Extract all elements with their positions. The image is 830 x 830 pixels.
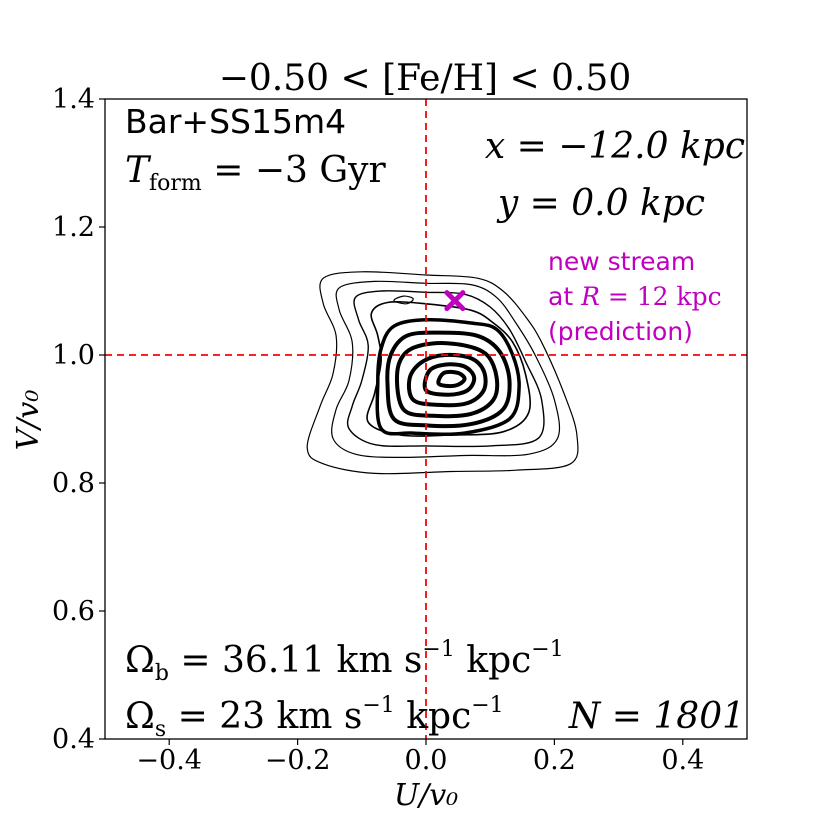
y-position-label: y = 0.0 kpc (496, 183, 705, 224)
y-tick-label: 1.0 (52, 340, 95, 371)
tform-label: Tform = −3 Gyr (125, 150, 386, 196)
omega-b-unit: kpc (455, 640, 531, 681)
omega-b-subscript: b (155, 661, 169, 686)
contour-level-10 (436, 369, 467, 389)
omega-s-subscript: s (155, 717, 166, 742)
sample-size-label: N = 1801 (568, 696, 745, 737)
contour-level-8 (406, 352, 488, 408)
y-tick-label: 1.2 (52, 212, 95, 243)
y-tick-label: 0.6 (52, 596, 95, 627)
stream-note-line1: new stream (548, 247, 695, 276)
contour-level-11 (393, 295, 414, 305)
x-position-label: x = −12.0 kpc (485, 126, 745, 167)
contour-level-5 (375, 317, 521, 437)
tform-subscript: form (149, 171, 202, 196)
x-tick-label: 0.0 (405, 745, 448, 776)
x-tick-label: 0.4 (661, 745, 704, 776)
x-tick-label: −0.2 (265, 745, 331, 776)
x-tick-label: −0.4 (136, 745, 202, 776)
stream-note-value: = 12 kpc (600, 282, 722, 311)
y-axis-ticks: 0.4 0.6 0.8 1.0 1.2 1.4 (52, 84, 105, 755)
contour-level-1 (306, 271, 579, 475)
x-axis-ticks: −0.4 −0.2 0.0 0.2 0.4 (136, 739, 704, 776)
omega-s-value: = 23 km s (166, 696, 362, 737)
omega-b-value: = 36.11 km s (169, 640, 422, 681)
contour-level-3 (346, 290, 545, 448)
marker-stroke-2 (444, 290, 466, 312)
stream-note-line2: at R = 12 kpc (548, 282, 722, 311)
y-tick-label: 0.4 (52, 724, 95, 755)
chart-title: −0.50 < [Fe/H] < 0.50 (219, 58, 632, 99)
omega-s-unit-exp: −1 (471, 693, 503, 718)
contour-level-9 (422, 362, 477, 397)
model-label: Bar+SS15m4 (125, 102, 346, 141)
contour-level-2 (331, 280, 561, 459)
omega-s-label: Ωs = 23 km s−1 kpc−1 (125, 693, 504, 742)
stream-note-prefix: at (548, 282, 581, 311)
y-tick-label: 0.8 (52, 468, 95, 499)
omega-b-label: Ωb = 36.11 km s−1 kpc−1 (125, 637, 564, 686)
omega-s-symbol: Ω (125, 696, 155, 737)
contour-level-7 (394, 341, 500, 419)
stream-marker (444, 290, 466, 312)
reference-lines (105, 99, 747, 739)
x-axis-label: U/v₀ (394, 778, 458, 813)
stream-note-line3: (prediction) (548, 317, 693, 346)
omega-b-exp: −1 (422, 637, 454, 662)
contour-group (306, 271, 579, 475)
tform-value: = −3 Gyr (202, 150, 387, 191)
y-axis-label: V/v₀ (11, 390, 46, 451)
omega-s-unit: kpc (395, 696, 471, 737)
contour-level-6 (385, 330, 512, 429)
y-tick-label: 1.4 (52, 84, 95, 115)
omega-b-symbol: Ω (125, 640, 155, 681)
stream-note-r: R (580, 282, 600, 311)
omega-s-exp: −1 (362, 693, 394, 718)
x-tick-label: 0.2 (533, 745, 576, 776)
tform-symbol: T (125, 150, 152, 191)
omega-b-unit-exp: −1 (531, 637, 563, 662)
